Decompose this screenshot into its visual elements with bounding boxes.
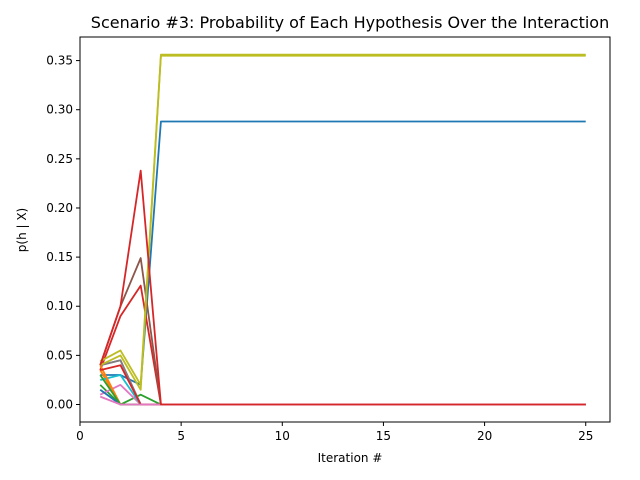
- y-tick-label: 0.25: [46, 152, 73, 166]
- series-line-17: [99, 169, 586, 406]
- y-tick-label: 0.30: [46, 103, 73, 117]
- series-line-2: [99, 369, 586, 406]
- series-line-14: [100, 364, 586, 406]
- series-line-7: [99, 383, 586, 406]
- series-line-4: [99, 284, 586, 406]
- series-line-9: [99, 53, 586, 386]
- series-line-1: [100, 120, 586, 386]
- x-tick-label: 5: [177, 429, 185, 443]
- x-tick-label: 20: [477, 429, 492, 443]
- series-line-6: [99, 257, 586, 406]
- y-tick-label: 0.35: [46, 54, 73, 68]
- series-line-11: [99, 389, 586, 406]
- series-line-8: [100, 359, 586, 406]
- series-line-3: [99, 384, 586, 406]
- series-line-15: [99, 54, 586, 391]
- y-tick-label: 0.00: [46, 398, 73, 412]
- y-tick-label: 0.15: [46, 250, 73, 264]
- y-tick-label: 0.10: [46, 299, 73, 313]
- y-tick-label: 0.05: [46, 348, 73, 362]
- x-tick-label: 0: [76, 429, 84, 443]
- chart-title: Scenario #3: Probability of Each Hypothe…: [91, 13, 609, 32]
- series-lines: [99, 53, 586, 406]
- x-tick-label: 10: [275, 429, 290, 443]
- x-axis-label: Iteration #: [318, 451, 383, 465]
- y-axis-label: p(h | X): [15, 208, 29, 252]
- series-line-16: [99, 395, 586, 406]
- series-line-12: [99, 364, 586, 406]
- x-tick-label: 15: [376, 429, 391, 443]
- x-tick-label: 25: [578, 429, 593, 443]
- plot-frame: [79, 36, 611, 423]
- series-line-13: [99, 374, 586, 406]
- y-tick-label: 0.20: [46, 201, 73, 215]
- series-line-10: [100, 374, 586, 406]
- y-axis-ticks: 0.00 0.05 0.10 0.15 0.20 0.25 0.30 0.35: [46, 54, 80, 412]
- series-line-5: [100, 359, 586, 406]
- x-axis-ticks: 0 5 10 15 20 25: [76, 422, 593, 443]
